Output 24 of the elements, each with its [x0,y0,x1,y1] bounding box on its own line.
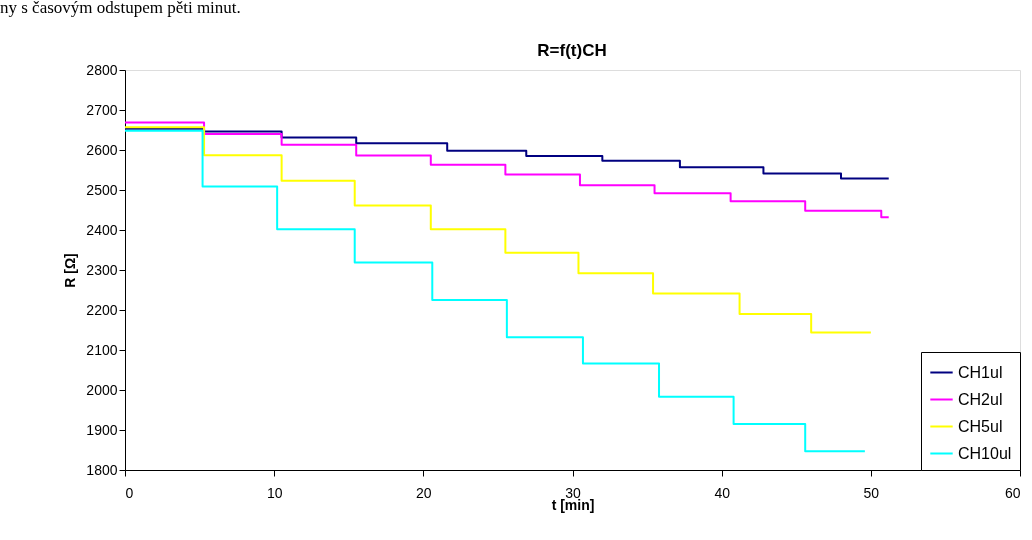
y-tick-label: 2500 [86,181,118,198]
x-tick-label: 50 [863,484,880,501]
y-tick-label: 2000 [86,381,118,398]
x-tick-label: 0 [125,484,134,501]
chart-title: R=f(t)CH [537,41,607,60]
y-tick-label: 2700 [86,101,118,118]
x-tick-label: 60 [1004,484,1021,501]
legend-label: CH2ul [958,390,1003,408]
y-tick-label: 2400 [86,221,118,238]
text: ny s časovým odstupem pěti minut. [0,0,241,17]
y-tick-label: 2300 [86,261,118,278]
legend-label: CH5ul [958,417,1003,435]
legend-label: CH10ul [958,444,1012,462]
x-tick-label: 40 [714,484,731,501]
x-tick-label: 20 [416,484,432,501]
y-tick-label: 1900 [86,421,118,438]
y-tick-label: 2100 [86,341,118,358]
y-tick-label: 2600 [86,141,118,158]
y-axis-title: R [Ω] [62,253,79,288]
y-tick-label: 2200 [86,301,118,318]
x-tick-label: 10 [266,484,283,501]
y-tick-label: 1800 [86,461,118,478]
legend-label: CH1ul [958,363,1003,381]
y-tick-label: 2800 [86,61,118,78]
